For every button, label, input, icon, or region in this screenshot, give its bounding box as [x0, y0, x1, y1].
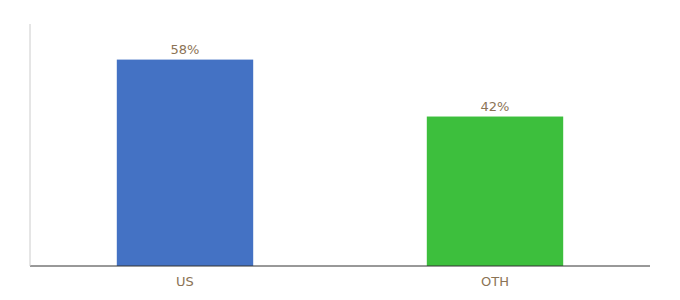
x-tick-label: US [176, 274, 194, 289]
x-tick-label: OTH [481, 274, 509, 289]
data-label: 42% [481, 99, 510, 114]
y-axis-line [30, 24, 31, 266]
data-label: 58% [171, 42, 200, 57]
chart-container: US OTH 58% 42% [0, 0, 680, 300]
x-axis-line [30, 266, 650, 267]
bars [117, 60, 563, 266]
bar [427, 117, 563, 266]
chart: US OTH 58% 42% [0, 0, 680, 300]
bar [117, 60, 253, 266]
